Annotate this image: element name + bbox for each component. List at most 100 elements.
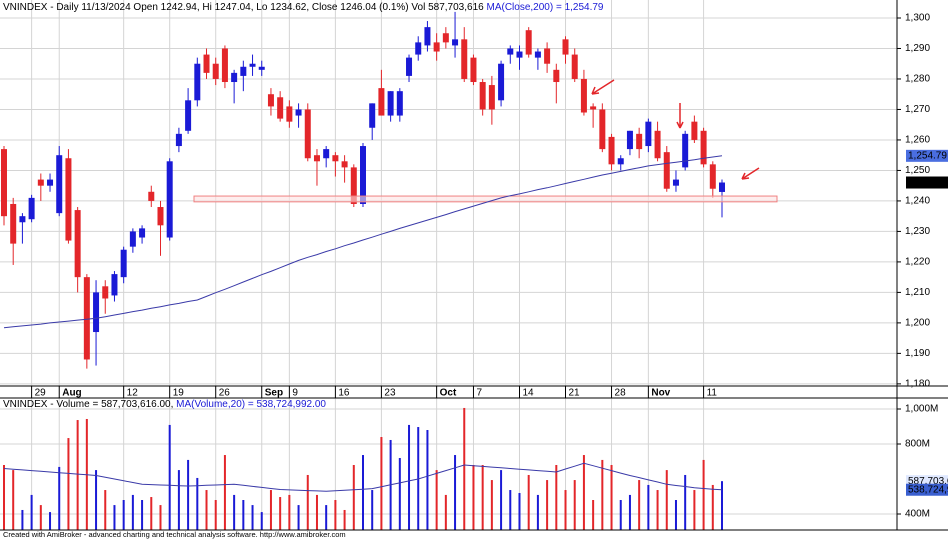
candle-body <box>221 48 228 83</box>
y-tick-label: 1,280 <box>905 74 930 85</box>
candle-body <box>691 121 698 140</box>
candle-body <box>56 155 63 214</box>
candle-body <box>672 179 679 186</box>
x-tick-label: 19 <box>173 388 185 399</box>
volume-bar <box>573 480 576 530</box>
x-tick-label: 29 <box>35 388 47 399</box>
candle-body <box>488 85 495 110</box>
y-tick-label: 1,180 <box>905 379 930 390</box>
price-label: 1,246.04 <box>908 177 947 188</box>
price-label: 587,703,616 <box>908 476 948 487</box>
candle-body <box>452 39 459 46</box>
volume-bar <box>76 420 79 530</box>
annotation-arrow <box>741 167 760 180</box>
moving-average-line <box>3 155 723 329</box>
volume-bar <box>702 459 705 530</box>
y-tick-label: 800M <box>905 439 930 450</box>
volume-bar <box>518 493 521 530</box>
volume-bar <box>159 505 162 530</box>
volume-bar <box>12 470 15 530</box>
candle-body <box>277 97 284 119</box>
volume-bar <box>674 500 677 530</box>
candle-body <box>663 152 670 189</box>
volume-bar <box>592 500 595 530</box>
candle-body <box>323 149 330 159</box>
candle-body <box>249 63 256 67</box>
candle-body <box>304 109 311 159</box>
candle-body <box>369 103 376 128</box>
candle-body <box>203 54 210 73</box>
candle-body <box>350 167 357 204</box>
y-tick-label: 1,000M <box>905 404 938 415</box>
volume-bar <box>315 494 318 530</box>
y-tick-label: 1,220 <box>905 257 930 268</box>
chart-title: VNINDEX - Volume = 587,703,616.00, MA(Vo… <box>3 399 326 410</box>
volume-bar <box>721 481 723 530</box>
volume-bar <box>601 459 604 530</box>
candle-body <box>185 100 192 131</box>
volume-bar <box>223 455 226 530</box>
candle-body <box>313 155 320 162</box>
x-tick-label: Sep <box>265 388 283 399</box>
candle-body <box>654 130 661 159</box>
annotation-arrow <box>676 103 684 129</box>
candle-body <box>433 42 440 52</box>
support-zone <box>193 195 778 203</box>
price-label: 538,724,992 <box>908 484 948 495</box>
candle-body <box>148 191 155 201</box>
candle-body <box>534 51 541 58</box>
volume-bar <box>693 490 696 530</box>
title-text: VNINDEX - Volume = 587,703,616.00, <box>3 399 173 410</box>
candle-body <box>617 158 624 165</box>
volume-bar <box>187 459 190 530</box>
price-label: 1,254.79 <box>908 150 947 161</box>
candle-body <box>240 66 247 76</box>
x-tick-label: 21 <box>569 388 581 399</box>
volume-bar <box>21 509 24 530</box>
volume-bar <box>251 505 254 530</box>
volume-bar <box>546 480 549 530</box>
volume-bar <box>260 512 263 530</box>
candle-body <box>1 149 7 217</box>
y-tick-label: 1,300 <box>905 13 930 24</box>
candle-body <box>139 228 146 238</box>
footer: Created with AmiBroker - advanced charti… <box>3 530 346 539</box>
candle-body <box>10 203 17 244</box>
candle-body <box>28 197 35 220</box>
candle-body <box>295 109 302 116</box>
volume-bar <box>297 505 300 530</box>
annotation-arrow <box>591 79 615 95</box>
candle-body <box>212 63 219 79</box>
volume-bar <box>463 407 466 530</box>
volume-bar <box>490 480 493 530</box>
candle-body <box>461 39 468 79</box>
candle-body <box>286 106 293 122</box>
candle-body <box>120 249 127 278</box>
candle-body <box>645 121 652 147</box>
candle-body <box>65 158 72 241</box>
candle-body <box>516 51 523 58</box>
volume-bar <box>481 465 484 530</box>
candle-body <box>387 91 394 116</box>
candle-body <box>544 48 551 64</box>
volume-bar <box>279 497 282 530</box>
candle-body <box>626 130 633 150</box>
volume-bar <box>398 458 401 530</box>
volume-bar <box>362 455 364 530</box>
volume-bar <box>269 490 272 530</box>
volume-bar <box>628 494 631 530</box>
candle-body <box>719 182 725 192</box>
volume-bar <box>39 505 42 530</box>
candle-body <box>424 27 431 46</box>
volume-bar <box>141 500 144 530</box>
candle-body <box>571 54 578 79</box>
candle-body <box>157 207 164 226</box>
volume-bar <box>343 509 346 530</box>
candle-body <box>442 33 449 43</box>
candle-body <box>267 94 274 107</box>
volume-bar <box>49 512 52 530</box>
volume-bar <box>380 437 383 530</box>
candle-body <box>378 88 385 116</box>
